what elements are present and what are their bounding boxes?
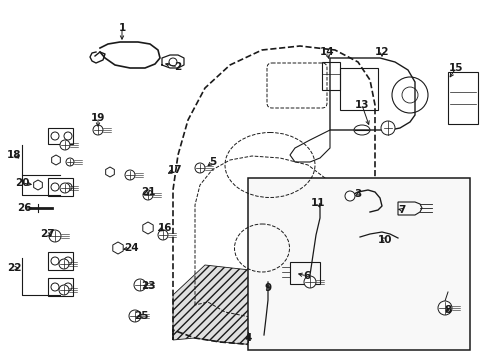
Polygon shape <box>51 155 60 165</box>
Circle shape <box>169 58 177 66</box>
Text: 13: 13 <box>355 100 369 110</box>
Text: 19: 19 <box>91 113 105 123</box>
Polygon shape <box>143 222 153 234</box>
Text: 17: 17 <box>168 165 182 175</box>
Bar <box>290 262 320 284</box>
Text: 18: 18 <box>7 150 21 160</box>
Circle shape <box>304 276 316 288</box>
Text: 1: 1 <box>119 23 125 33</box>
Text: 24: 24 <box>123 243 138 253</box>
Text: 21: 21 <box>141 187 155 197</box>
Text: 6: 6 <box>303 271 311 281</box>
Text: 8: 8 <box>444 305 452 315</box>
Text: 9: 9 <box>265 283 271 293</box>
Text: 2: 2 <box>174 62 182 72</box>
Text: 11: 11 <box>311 198 325 208</box>
Text: 22: 22 <box>7 263 21 273</box>
Bar <box>248 178 470 350</box>
Circle shape <box>60 140 70 150</box>
Circle shape <box>64 283 72 291</box>
Circle shape <box>381 121 395 135</box>
Polygon shape <box>106 167 114 177</box>
Circle shape <box>93 125 103 135</box>
Circle shape <box>51 283 59 291</box>
Text: 12: 12 <box>375 47 389 57</box>
Bar <box>322 62 340 90</box>
Text: 7: 7 <box>398 205 406 215</box>
Circle shape <box>143 190 153 200</box>
Bar <box>340 68 378 110</box>
Bar <box>448 72 478 124</box>
Circle shape <box>66 158 74 166</box>
Text: 23: 23 <box>141 281 155 291</box>
Circle shape <box>345 191 355 201</box>
Circle shape <box>129 310 141 322</box>
Circle shape <box>51 183 59 191</box>
Text: 16: 16 <box>158 223 172 233</box>
Polygon shape <box>34 180 42 190</box>
Text: 26: 26 <box>17 203 31 213</box>
Text: 10: 10 <box>378 235 392 245</box>
Text: 4: 4 <box>245 333 252 343</box>
Circle shape <box>59 285 69 295</box>
Text: 5: 5 <box>209 157 217 167</box>
Text: 14: 14 <box>319 47 334 57</box>
Circle shape <box>64 132 72 140</box>
Polygon shape <box>113 242 123 254</box>
Circle shape <box>59 259 69 269</box>
Text: 27: 27 <box>40 229 54 239</box>
Circle shape <box>49 230 61 242</box>
Text: 20: 20 <box>15 178 29 188</box>
Circle shape <box>125 170 135 180</box>
Text: 25: 25 <box>134 311 148 321</box>
Circle shape <box>134 279 146 291</box>
Text: 3: 3 <box>354 189 362 199</box>
Text: 15: 15 <box>449 63 463 73</box>
Circle shape <box>64 257 72 265</box>
Circle shape <box>51 257 59 265</box>
Circle shape <box>158 230 168 240</box>
Circle shape <box>51 132 59 140</box>
Circle shape <box>195 163 205 173</box>
Circle shape <box>60 183 70 193</box>
Circle shape <box>64 183 72 191</box>
Polygon shape <box>173 265 338 347</box>
Circle shape <box>438 301 452 315</box>
